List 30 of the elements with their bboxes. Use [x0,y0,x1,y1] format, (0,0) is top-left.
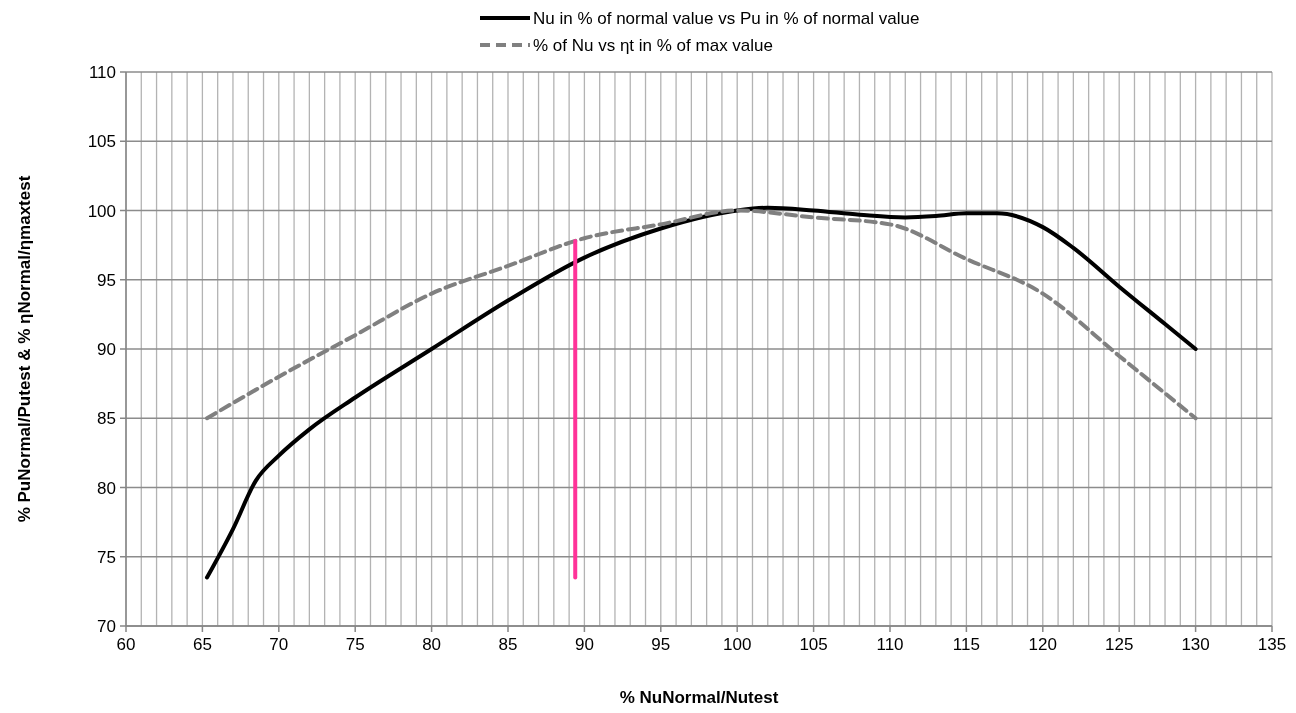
y-tick-label: 95 [97,270,116,290]
x-tick-label: 65 [192,635,212,654]
x-tick-label: 95 [651,635,671,654]
y-tick-label: 105 [87,132,116,152]
x-tick-label: 135 [1257,635,1287,654]
x-tick-label: 105 [799,635,828,654]
y-tick-label: 90 [97,340,116,359]
x-tick-label: 80 [422,635,442,654]
x-tick-label: 115 [952,635,980,654]
x-tick-label: 120 [1028,635,1057,654]
x-tick-label: 110 [876,635,904,654]
y-tick-label: 100 [87,201,116,221]
y-tick-label: 110 [88,63,116,82]
x-tick-label: 85 [498,635,518,654]
x-tick-label: 60 [116,635,136,654]
y-tick-label: 80 [97,478,116,498]
x-tick-label: 125 [1105,635,1134,654]
y-axis-title: % PuNormal/Putest & % ηNormal/ηmaxtest [15,175,34,523]
legend-label: Nu in % of normal value vs Pu in % of normal value [533,9,920,28]
y-tick-label: 85 [97,409,116,429]
x-tick-label: 70 [269,635,289,654]
y-tick-label: 75 [97,547,116,567]
x-tick-label: 75 [345,635,365,654]
x-tick-label: 130 [1181,635,1210,654]
x-axis-title: % NuNormal/Nutest [619,688,779,707]
x-tick-label: 90 [574,635,594,654]
x-tick-label: 100 [723,635,752,654]
line-series [204,205,1198,580]
legend-label: % of Nu vs ηt in % of max value [533,36,773,55]
y-tick-label: 70 [97,617,116,636]
